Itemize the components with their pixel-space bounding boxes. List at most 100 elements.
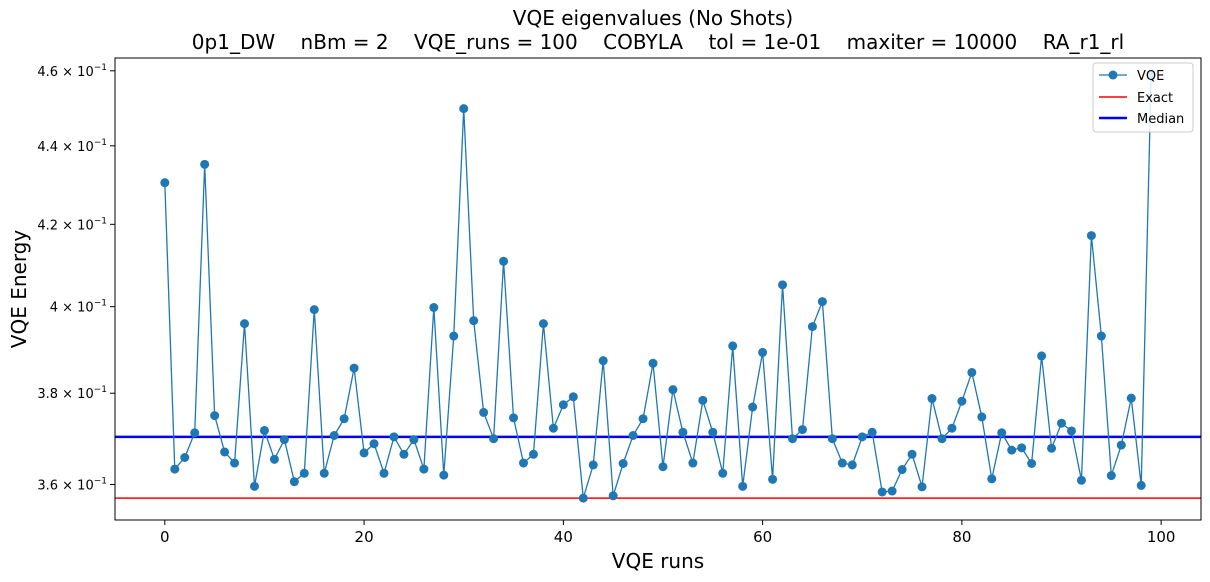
vqe-point	[807, 322, 817, 332]
vqe-point	[598, 356, 608, 366]
vqe-point	[917, 482, 927, 492]
vqe-point	[907, 449, 917, 459]
y-axis: 3.6 × 10−1 3.8 × 10−1 4 × 10−1 4.2 × 10−1 4.…	[37, 63, 115, 493]
x-tick-label: 20	[355, 528, 374, 546]
plot-frame	[114, 57, 1202, 521]
vqe-point	[170, 464, 180, 474]
vqe-point	[479, 407, 489, 417]
vqe-point	[439, 470, 449, 480]
vqe-point	[708, 427, 718, 437]
y-tick-label: 3.8 × 10−1	[37, 385, 107, 402]
vqe-point	[738, 481, 748, 491]
vqe-point	[957, 396, 967, 406]
vqe-point	[499, 256, 509, 266]
chart-subtitle: 0p1_DW nBm = 2 VQE_runs = 100 COBYLA tol…	[192, 30, 1124, 54]
vqe-point	[887, 486, 897, 496]
vqe-point	[259, 425, 269, 435]
vqe-point	[399, 449, 409, 459]
vqe-point	[718, 468, 728, 478]
x-tick-label: 60	[753, 528, 772, 546]
vqe-point	[190, 428, 200, 438]
vqe-point	[220, 447, 230, 457]
vqe-point	[309, 305, 319, 315]
x-tick-label: 80	[952, 528, 971, 546]
vqe-point	[638, 414, 648, 424]
vqe-point	[349, 363, 359, 373]
y-tick-label: 4.2 × 10−1	[37, 216, 107, 233]
vqe-point	[668, 385, 678, 395]
vqe-point	[519, 458, 528, 468]
legend-box	[1092, 62, 1194, 133]
vqe-point	[1076, 475, 1086, 485]
legend-median-label: Median	[1137, 112, 1184, 127]
vqe-point	[1126, 393, 1136, 403]
vqe-point	[688, 458, 698, 468]
vqe-point	[648, 358, 658, 368]
vqe-point	[877, 487, 887, 497]
vqe-point	[817, 297, 827, 307]
vqe-point	[778, 280, 788, 290]
vqe-point	[628, 431, 638, 440]
y-tick-label: 3.6 × 10−1	[37, 476, 107, 493]
y-tick-label: 4.6 × 10−1	[37, 63, 107, 80]
vqe-point	[469, 316, 479, 326]
vqe-point	[289, 477, 299, 487]
vqe-point	[788, 434, 797, 444]
x-axis: 0 20 40 60 80 100	[160, 520, 1175, 546]
vqe-point	[927, 394, 937, 404]
vqe-point	[997, 428, 1007, 438]
vqe-point	[797, 425, 807, 435]
vqe-point	[509, 413, 519, 423]
vqe-point	[568, 392, 578, 402]
vqe-point	[827, 434, 837, 444]
vqe-point	[489, 434, 499, 444]
vqe-point	[249, 481, 259, 491]
vqe-point	[937, 434, 947, 444]
vqe-point	[1047, 443, 1057, 453]
vqe-point	[359, 448, 369, 458]
legend-exact-label: Exact	[1137, 91, 1173, 106]
vqe-point	[947, 423, 957, 433]
vqe-point	[1096, 331, 1106, 341]
vqe-point	[867, 427, 877, 437]
vqe-point	[230, 458, 240, 468]
vqe-point	[180, 453, 190, 462]
vqe-point	[698, 395, 708, 405]
vqe-point	[240, 319, 250, 329]
vqe-point	[538, 319, 548, 329]
vqe-point	[409, 435, 419, 445]
vqe-point	[1057, 418, 1067, 428]
vqe-point	[837, 458, 847, 468]
x-axis-label: VQE runs	[612, 549, 704, 573]
x-tick-label: 0	[160, 528, 170, 546]
vqe-point	[977, 412, 987, 422]
vqe-point	[1086, 231, 1096, 241]
vqe-point	[897, 465, 907, 475]
legend: VQE Exact Median	[1092, 62, 1194, 133]
vqe-point	[299, 468, 309, 478]
vqe-point	[200, 159, 210, 169]
legend-vqe-marker	[1108, 70, 1118, 80]
vqe-point	[1027, 459, 1037, 468]
plot-area	[115, 69, 1201, 503]
y-tick-label: 4.4 × 10−1	[37, 138, 107, 155]
vqe-point	[429, 303, 439, 312]
vqe-point	[618, 459, 628, 468]
vqe-point	[588, 460, 598, 470]
vqe-point	[658, 462, 668, 472]
vqe-point	[728, 341, 738, 351]
vqe-point	[319, 468, 329, 478]
vqe-point	[1106, 471, 1116, 481]
chart-title: VQE eigenvalues (No Shots)	[513, 6, 793, 30]
vqe-point	[578, 493, 588, 503]
vqe-point	[369, 439, 379, 449]
vqe-point	[1007, 445, 1017, 455]
vqe-point	[329, 431, 339, 440]
vqe-point	[1066, 426, 1076, 436]
vqe-point	[758, 347, 768, 357]
vqe-point	[1037, 351, 1047, 361]
vqe-point	[967, 367, 977, 377]
vqe-point	[1017, 443, 1027, 453]
vqe-point	[419, 464, 429, 474]
